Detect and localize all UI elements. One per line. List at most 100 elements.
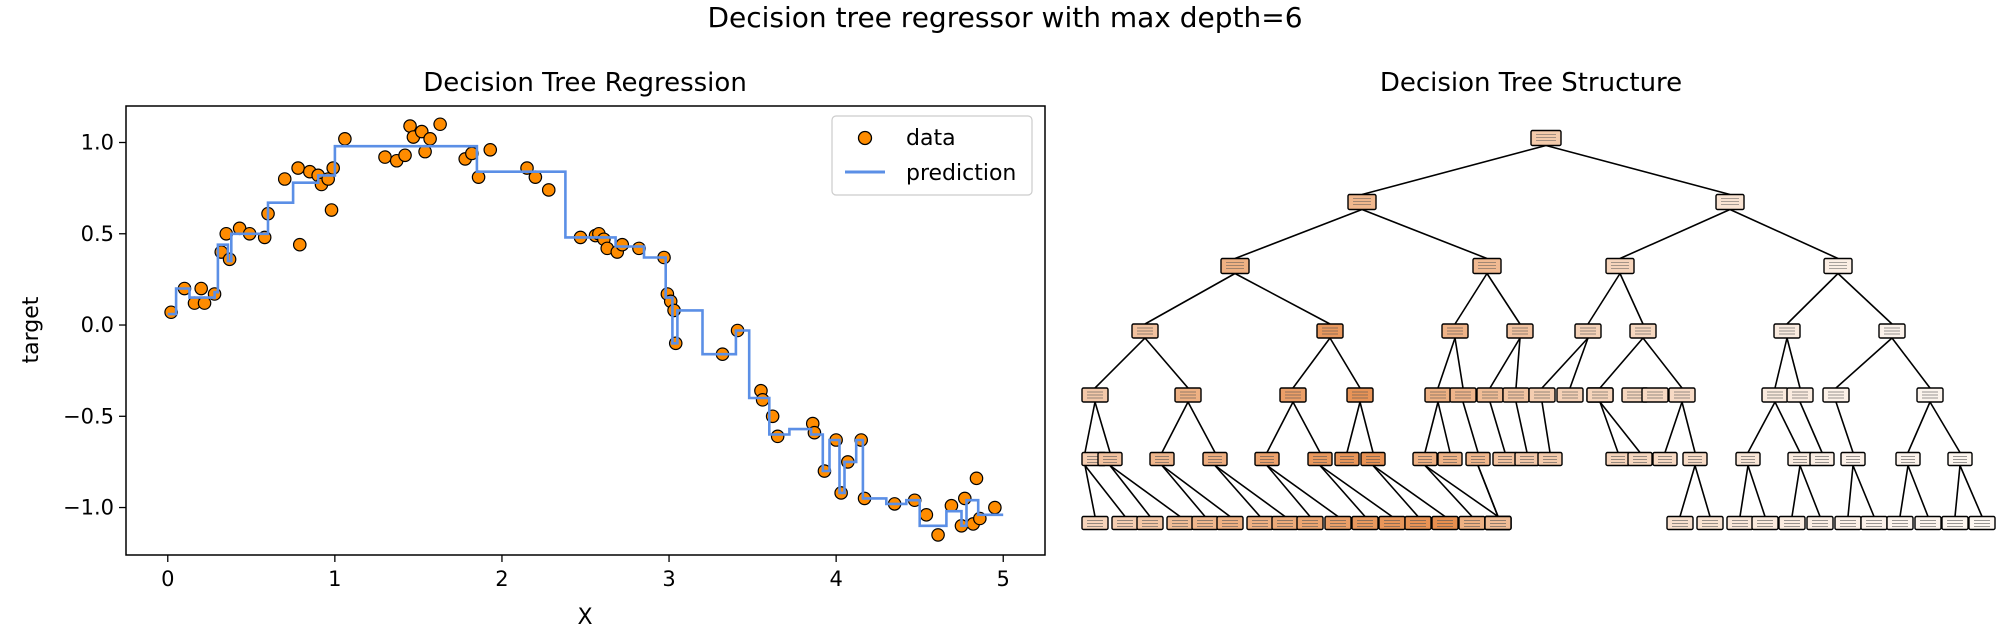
tree-edge (1437, 337, 1456, 389)
tree-edges (1084, 144, 1983, 518)
tree-edge (1899, 465, 1909, 517)
tree-edge (1907, 401, 1931, 453)
tree-edge (1266, 464, 1339, 518)
tree-edge (1747, 465, 1766, 517)
tree-node (1271, 515, 1299, 531)
tree-edge (1424, 464, 1499, 518)
tree-edge (1599, 337, 1644, 389)
x-axis-label: X (577, 605, 592, 630)
tree-node (1605, 451, 1631, 467)
tree-node (1202, 451, 1228, 467)
tree-edge (1786, 272, 1839, 325)
data-point (433, 117, 447, 132)
data-point (957, 491, 972, 506)
data-point (326, 161, 340, 175)
tree-panel: Decision Tree Structure (1081, 68, 1996, 531)
tree-node (1941, 515, 1969, 531)
x-tick-label: 5 (997, 567, 1010, 591)
tree-edge (1852, 465, 1875, 517)
tree-edge (1161, 464, 1206, 518)
tree-edge (1292, 401, 1321, 453)
tree-edge (1729, 208, 1839, 260)
tree-node (1605, 257, 1635, 275)
tree-node (1696, 515, 1724, 531)
tree-node (1834, 515, 1862, 531)
tree-node (1947, 451, 1973, 467)
tree-node (1806, 515, 1834, 531)
data-point (423, 132, 437, 146)
tree-node (1860, 515, 1888, 531)
tree-edge (1424, 401, 1439, 453)
tree-edge (1292, 337, 1331, 389)
tree-edge (1234, 272, 1331, 325)
tree-node (1840, 451, 1866, 467)
tree-node (1191, 515, 1219, 531)
tree-edge (1929, 401, 1961, 453)
tree-node (1378, 515, 1406, 531)
data-point (222, 252, 237, 267)
tree-edge (1959, 465, 1983, 517)
tree-node (1307, 451, 1333, 467)
x-tick-label: 1 (328, 567, 341, 591)
data-point (292, 237, 307, 252)
tree-edge (1094, 401, 1111, 453)
tree-edge (1214, 464, 1261, 518)
tree-edge (1144, 337, 1189, 389)
tree-node (1787, 451, 1813, 467)
data-point (931, 528, 945, 542)
data-point (755, 393, 770, 407)
tree-node (1465, 451, 1491, 467)
y-tick-label: −0.5 (63, 404, 114, 428)
data-point (194, 281, 208, 296)
tree-node (1895, 451, 1921, 467)
tree-node (1751, 515, 1779, 531)
tree-edge (1489, 401, 1506, 453)
tree-node (1246, 515, 1274, 531)
tree-edge (1319, 464, 1393, 518)
data-point (277, 172, 292, 186)
tree-edge (1847, 465, 1854, 517)
tree-edge (1187, 401, 1216, 453)
tree-node (1530, 129, 1562, 147)
tree-node (1458, 515, 1486, 531)
tree-edge (1791, 465, 1801, 517)
tree-edge (1515, 337, 1521, 389)
tree-edge (1799, 465, 1821, 517)
tree-edge (1599, 401, 1641, 453)
x-tick-label: 2 (495, 567, 508, 591)
tree-edge (1477, 465, 1499, 517)
tree-edge (1109, 464, 1181, 518)
y-tick-label: −1.0 (63, 496, 114, 520)
tree-nodes (1081, 129, 1996, 531)
tree-node (1081, 515, 1109, 531)
tree-edge (1372, 464, 1419, 518)
tree-edge (1361, 144, 1547, 196)
tree-node (1484, 515, 1512, 531)
data-point (378, 150, 392, 164)
tree-node (1492, 451, 1518, 467)
tree-edge (1907, 465, 1929, 517)
tree-edge (1694, 465, 1711, 517)
tree-node (1715, 193, 1745, 211)
tree-node (1437, 451, 1463, 467)
tree-edge (1144, 272, 1236, 325)
tree-title: Decision Tree Structure (1380, 68, 1682, 98)
tree-edge (1835, 337, 1893, 389)
tree-edge (1084, 465, 1096, 517)
y-tick-label: 0.5 (81, 222, 114, 246)
tree-edge (1424, 464, 1473, 518)
tree-node (1778, 515, 1806, 531)
tree-edge (1346, 401, 1361, 453)
tree-node (1347, 193, 1377, 211)
tree-node (1726, 515, 1754, 531)
legend-box (831, 115, 1033, 196)
tree-edge (1329, 337, 1361, 389)
tree-edge (1161, 401, 1189, 453)
data-point (615, 237, 630, 252)
tree-edge (1954, 465, 1961, 517)
tree-edge (1094, 337, 1146, 389)
tree-edge (1266, 464, 1311, 518)
tree-edge (1837, 272, 1893, 325)
tree-edge (1161, 464, 1231, 518)
x-tick-label: 3 (662, 567, 675, 591)
